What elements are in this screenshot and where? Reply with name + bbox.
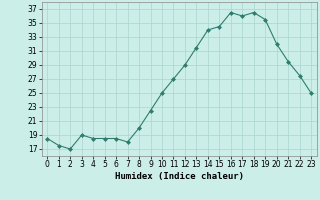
X-axis label: Humidex (Indice chaleur): Humidex (Indice chaleur) <box>115 172 244 181</box>
